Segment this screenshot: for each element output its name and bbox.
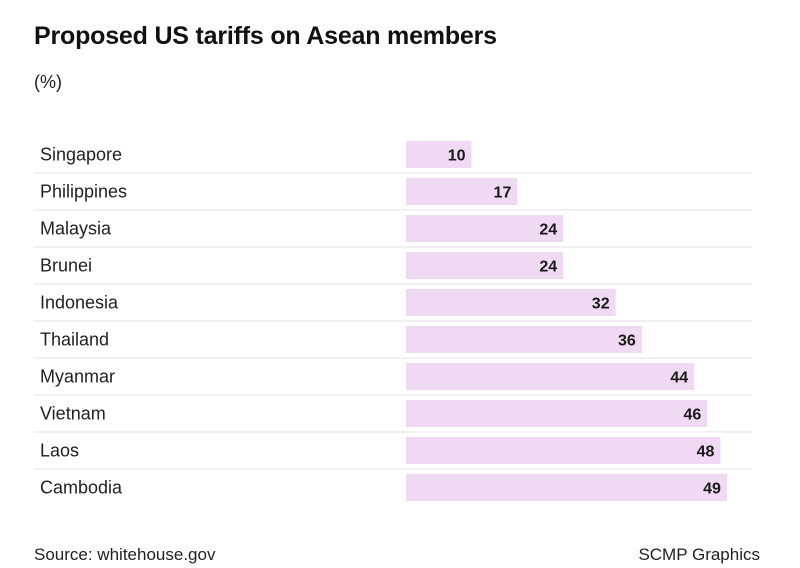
value-label: 32 [592, 296, 610, 313]
bar [406, 289, 616, 316]
bar [406, 141, 472, 168]
value-label: 24 [539, 222, 557, 239]
bar [406, 252, 564, 279]
category-label: Singapore [40, 145, 122, 165]
chart-title: Proposed US tariffs on Asean members [34, 22, 497, 50]
chart-subtitle: (%) [34, 72, 62, 92]
category-label: Vietnam [40, 404, 106, 424]
category-label: Philippines [40, 182, 127, 202]
category-label: Thailand [40, 330, 109, 350]
value-label: 44 [670, 370, 688, 387]
category-label: Laos [40, 441, 79, 461]
value-label: 49 [703, 481, 721, 498]
value-label: 24 [539, 259, 557, 276]
bar [406, 437, 721, 464]
category-label: Cambodia [40, 478, 123, 498]
category-label: Indonesia [40, 293, 119, 313]
value-label: 46 [684, 407, 702, 424]
value-label: 36 [618, 333, 636, 350]
category-label: Myanmar [40, 367, 115, 387]
bar [406, 215, 564, 242]
bar [406, 363, 695, 390]
credit-note: SCMP Graphics [638, 545, 760, 564]
value-label: 10 [448, 148, 466, 165]
category-label: Brunei [40, 256, 92, 276]
bar [406, 326, 642, 353]
source-note: Source: whitehouse.gov [34, 545, 216, 564]
value-label: 48 [697, 444, 715, 461]
category-label: Malaysia [40, 219, 112, 239]
bar [406, 400, 708, 427]
value-label: 17 [494, 185, 512, 202]
bar [406, 178, 518, 205]
bar [406, 474, 727, 501]
